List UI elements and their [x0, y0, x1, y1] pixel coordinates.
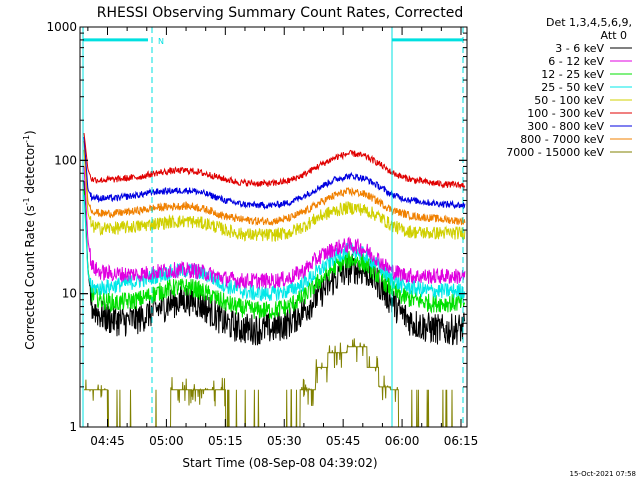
series-layer [83, 133, 466, 427]
series-line-6-12kev [83, 166, 466, 289]
legend-label: 3 - 6 keV [555, 42, 604, 55]
legend-label: 100 - 300 keV [527, 107, 604, 120]
y-axis-label: Corrected Count Rate (s-1 detector-1) [22, 130, 37, 349]
chart-title: RHESSI Observing Summary Count Rates, Co… [97, 5, 463, 21]
y-tick-label: 1000 [46, 20, 77, 34]
x-tick-label: 04:45 [90, 434, 125, 448]
series-line-800-7000kev [83, 140, 466, 227]
legend-header-line1: Det 1,3,4,5,6,9, [546, 16, 632, 29]
legend-label: 7000 - 15000 keV [506, 146, 604, 159]
x-tick-label: 06:15 [444, 434, 479, 448]
legend-label: 12 - 25 keV [541, 68, 604, 81]
legend-label: 300 - 800 keV [527, 120, 604, 133]
plot-frame [79, 26, 468, 428]
y-tick-label: 1 [69, 420, 77, 434]
series-line-7000-15000-kev [84, 338, 453, 427]
series-line-12-25kev [83, 189, 466, 320]
x-axis-label: Start Time (08-Sep-08 04:39:02) [182, 456, 377, 470]
x-tick-label: 05:45 [326, 434, 361, 448]
footer-timestamp: 15-Oct-2021 07:58 [570, 470, 636, 478]
x-tick-label: 05:30 [267, 434, 302, 448]
axes [79, 26, 468, 428]
legend-label: 800 - 7000 keV [520, 133, 604, 146]
legend-label: 50 - 100 keV [534, 94, 604, 107]
x-tick-label: 05:00 [149, 434, 184, 448]
y-tick-label: 10 [62, 287, 77, 301]
tick-labels: 1 10 100 1000 04:45 05:00 05:15 05:30 05:45 06:00… [46, 20, 478, 448]
x-tick-label: 06:00 [385, 434, 420, 448]
y-tick-label: 100 [54, 153, 77, 167]
x-tick-label: 05:15 [208, 434, 243, 448]
legend-label: 25 - 50 keV [541, 81, 604, 94]
series-line-300-800kev [83, 136, 466, 210]
series-line-100-300kev [83, 133, 466, 190]
series-line-50-100kev [83, 149, 466, 242]
legend-label: 6 - 12 keV [548, 55, 604, 68]
legend-header-line2: Att 0 [601, 29, 627, 42]
annotation-bar-label: N [158, 37, 164, 46]
series-line-3-6kev [83, 180, 466, 346]
annotation-layer: N [82, 27, 464, 427]
